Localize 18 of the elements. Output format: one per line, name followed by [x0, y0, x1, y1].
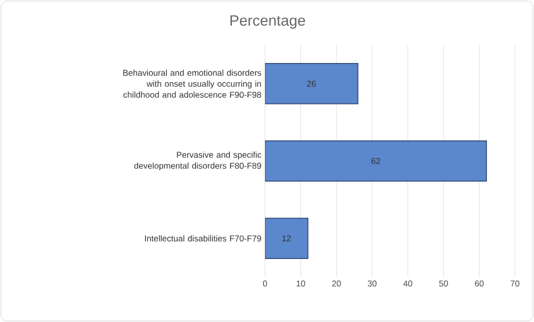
x-tick-label: 70: [510, 280, 520, 287]
y-tick-label: Intellectual disabilities F70-F79: [145, 235, 262, 242]
x-tick-label: 30: [368, 280, 377, 287]
bar: [265, 140, 487, 182]
y-tick-label: Pervasive and specific developmental disorders F80-F89: [134, 152, 262, 170]
data-label: 26: [307, 80, 316, 87]
chart-title: Percentage: [230, 15, 306, 29]
bar: [265, 63, 358, 104]
x-tick-label: 20: [332, 280, 341, 287]
bar: [265, 218, 308, 259]
x-tick-label: 60: [475, 280, 484, 287]
y-tick-label: Behavioural and emotional disorders with onset usually occurring in childhood and adolescence F90-F98: [123, 70, 262, 98]
data-label: 12: [282, 235, 291, 242]
data-label: 62: [371, 158, 380, 164]
x-tick-label: 50: [439, 280, 448, 287]
x-tick-label: 0: [262, 280, 268, 287]
x-tick-label: 40: [403, 280, 412, 287]
x-tick-label: 10: [296, 280, 306, 287]
